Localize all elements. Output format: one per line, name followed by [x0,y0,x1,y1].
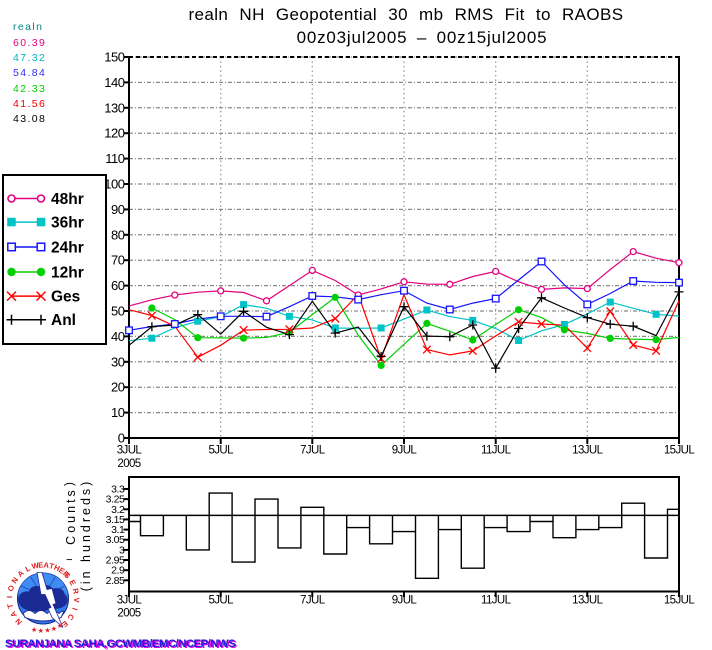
svg-text:N: N [14,617,24,627]
svg-text:E: E [38,560,44,569]
svg-text:Anl: Anl [51,312,76,329]
svg-text:24hr: 24hr [51,240,84,257]
svg-text:0: 0 [118,431,125,446]
svg-text:V: V [72,597,81,603]
svg-text:120: 120 [104,126,124,141]
svg-text:A: A [43,560,50,570]
svg-text:O: O [6,584,16,592]
svg-text:★: ★ [31,626,37,634]
svg-text:15JUL: 15JUL [664,595,695,607]
svg-text:R: R [61,569,72,580]
svg-text:C: C [65,612,76,622]
svg-text:W: W [31,560,41,571]
svg-text:2.9: 2.9 [111,565,125,577]
svg-text:E: E [57,566,66,576]
svg-text:9JUL: 9JUL [392,445,418,457]
svg-text:3.15: 3.15 [106,514,125,526]
svg-text:R: R [71,587,81,595]
svg-text:13JUL: 13JUL [572,445,603,457]
svg-text:36hr: 36hr [51,215,84,232]
svg-text:12hr: 12hr [51,265,84,282]
svg-text:40: 40 [111,329,125,344]
svg-text:7JUL: 7JUL [300,445,326,457]
svg-text:5JUL: 5JUL [208,595,234,607]
svg-text:50: 50 [111,304,125,319]
svg-text:3JUL: 3JUL [117,595,143,607]
svg-text:★: ★ [51,625,57,633]
svg-text:A: A [16,568,26,579]
svg-text:T: T [48,561,55,571]
svg-text:9JUL: 9JUL [392,595,418,607]
svg-text:140: 140 [104,75,124,90]
svg-text:2005: 2005 [117,608,140,620]
svg-text:S: S [62,570,72,580]
svg-text:3: 3 [119,544,125,556]
svg-text:Ges: Ges [51,289,80,306]
svg-text:I: I [70,607,79,612]
svg-text:Counts: Counts [64,487,78,545]
svg-text:I: I [5,596,14,598]
svg-text:3JUL: 3JUL [117,445,143,457]
svg-text:13JUL: 13JUL [572,595,603,607]
svg-text:5JUL: 5JUL [208,445,234,457]
svg-text:11JUL: 11JUL [481,445,512,457]
svg-text:10: 10 [111,405,125,420]
svg-text:2005: 2005 [117,458,140,470]
svg-text:60: 60 [111,278,125,293]
svg-text:15JUL: 15JUL [664,445,695,457]
svg-text:★: ★ [44,627,50,635]
svg-text:(in hundreds): (in hundreds) [79,479,93,592]
svg-text:N: N [10,576,21,586]
svg-text:11JUL: 11JUL [481,595,512,607]
svg-text:L: L [24,563,33,573]
svg-text:): ) [64,482,76,486]
svg-text:80: 80 [111,227,125,242]
svg-text:3.05: 3.05 [106,534,125,546]
svg-text:3.2: 3.2 [111,504,125,516]
svg-text:E: E [60,619,70,629]
svg-text:★: ★ [38,627,44,635]
svg-text:150: 150 [104,50,124,65]
svg-text:90: 90 [111,202,125,217]
svg-text:130: 130 [104,100,124,115]
svg-text:70: 70 [111,253,125,268]
svg-text:20: 20 [111,380,125,395]
svg-text:E: E [67,578,77,587]
svg-text:3.25: 3.25 [106,494,125,506]
svg-text:3.1: 3.1 [111,524,125,536]
svg-text:T: T [5,602,15,609]
svg-text:A: A [8,609,19,619]
svg-text:110: 110 [105,151,124,166]
svg-text:H: H [53,563,62,573]
svg-text:3.3: 3.3 [111,484,125,496]
svg-text:48hr: 48hr [51,191,84,208]
svg-text:100: 100 [104,177,124,192]
svg-text:7JUL: 7JUL [300,595,326,607]
svg-text:ı: ı [64,558,75,561]
svg-text:2.85: 2.85 [106,575,125,587]
svg-text:2.95: 2.95 [106,555,125,567]
svg-text:30: 30 [111,354,125,369]
svg-text:★: ★ [57,622,63,630]
